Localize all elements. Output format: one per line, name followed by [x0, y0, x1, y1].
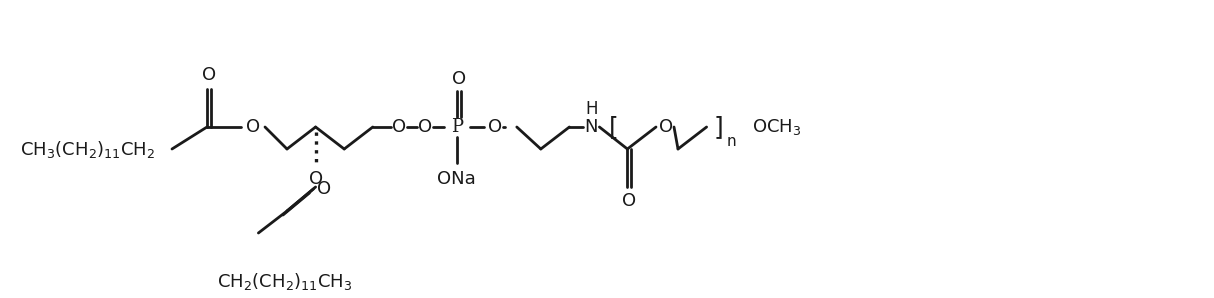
- Text: $\mathregular{CH_2(CH_2)_{11}CH_3}$: $\mathregular{CH_2(CH_2)_{11}CH_3}$: [217, 271, 353, 291]
- Text: O: O: [308, 170, 323, 188]
- Text: O: O: [246, 118, 260, 136]
- Text: [: [: [608, 115, 618, 139]
- Text: O: O: [659, 118, 673, 136]
- Text: n: n: [727, 134, 737, 148]
- Text: O: O: [392, 118, 405, 136]
- Text: P: P: [450, 118, 463, 136]
- Text: ONa: ONa: [437, 170, 476, 188]
- Text: O: O: [317, 180, 331, 198]
- Text: $\mathregular{OCH_3}$: $\mathregular{OCH_3}$: [751, 117, 801, 137]
- Text: H: H: [585, 100, 597, 118]
- Text: O: O: [452, 70, 466, 88]
- Text: $\mathregular{CH_3(CH_2)_{11}CH_2}$: $\mathregular{CH_3(CH_2)_{11}CH_2}$: [21, 139, 155, 159]
- Text: O: O: [488, 118, 501, 136]
- Text: ]: ]: [714, 115, 724, 139]
- Text: O: O: [623, 192, 636, 210]
- Text: N: N: [585, 118, 599, 136]
- Text: O: O: [202, 66, 216, 84]
- Text: O: O: [418, 118, 432, 136]
